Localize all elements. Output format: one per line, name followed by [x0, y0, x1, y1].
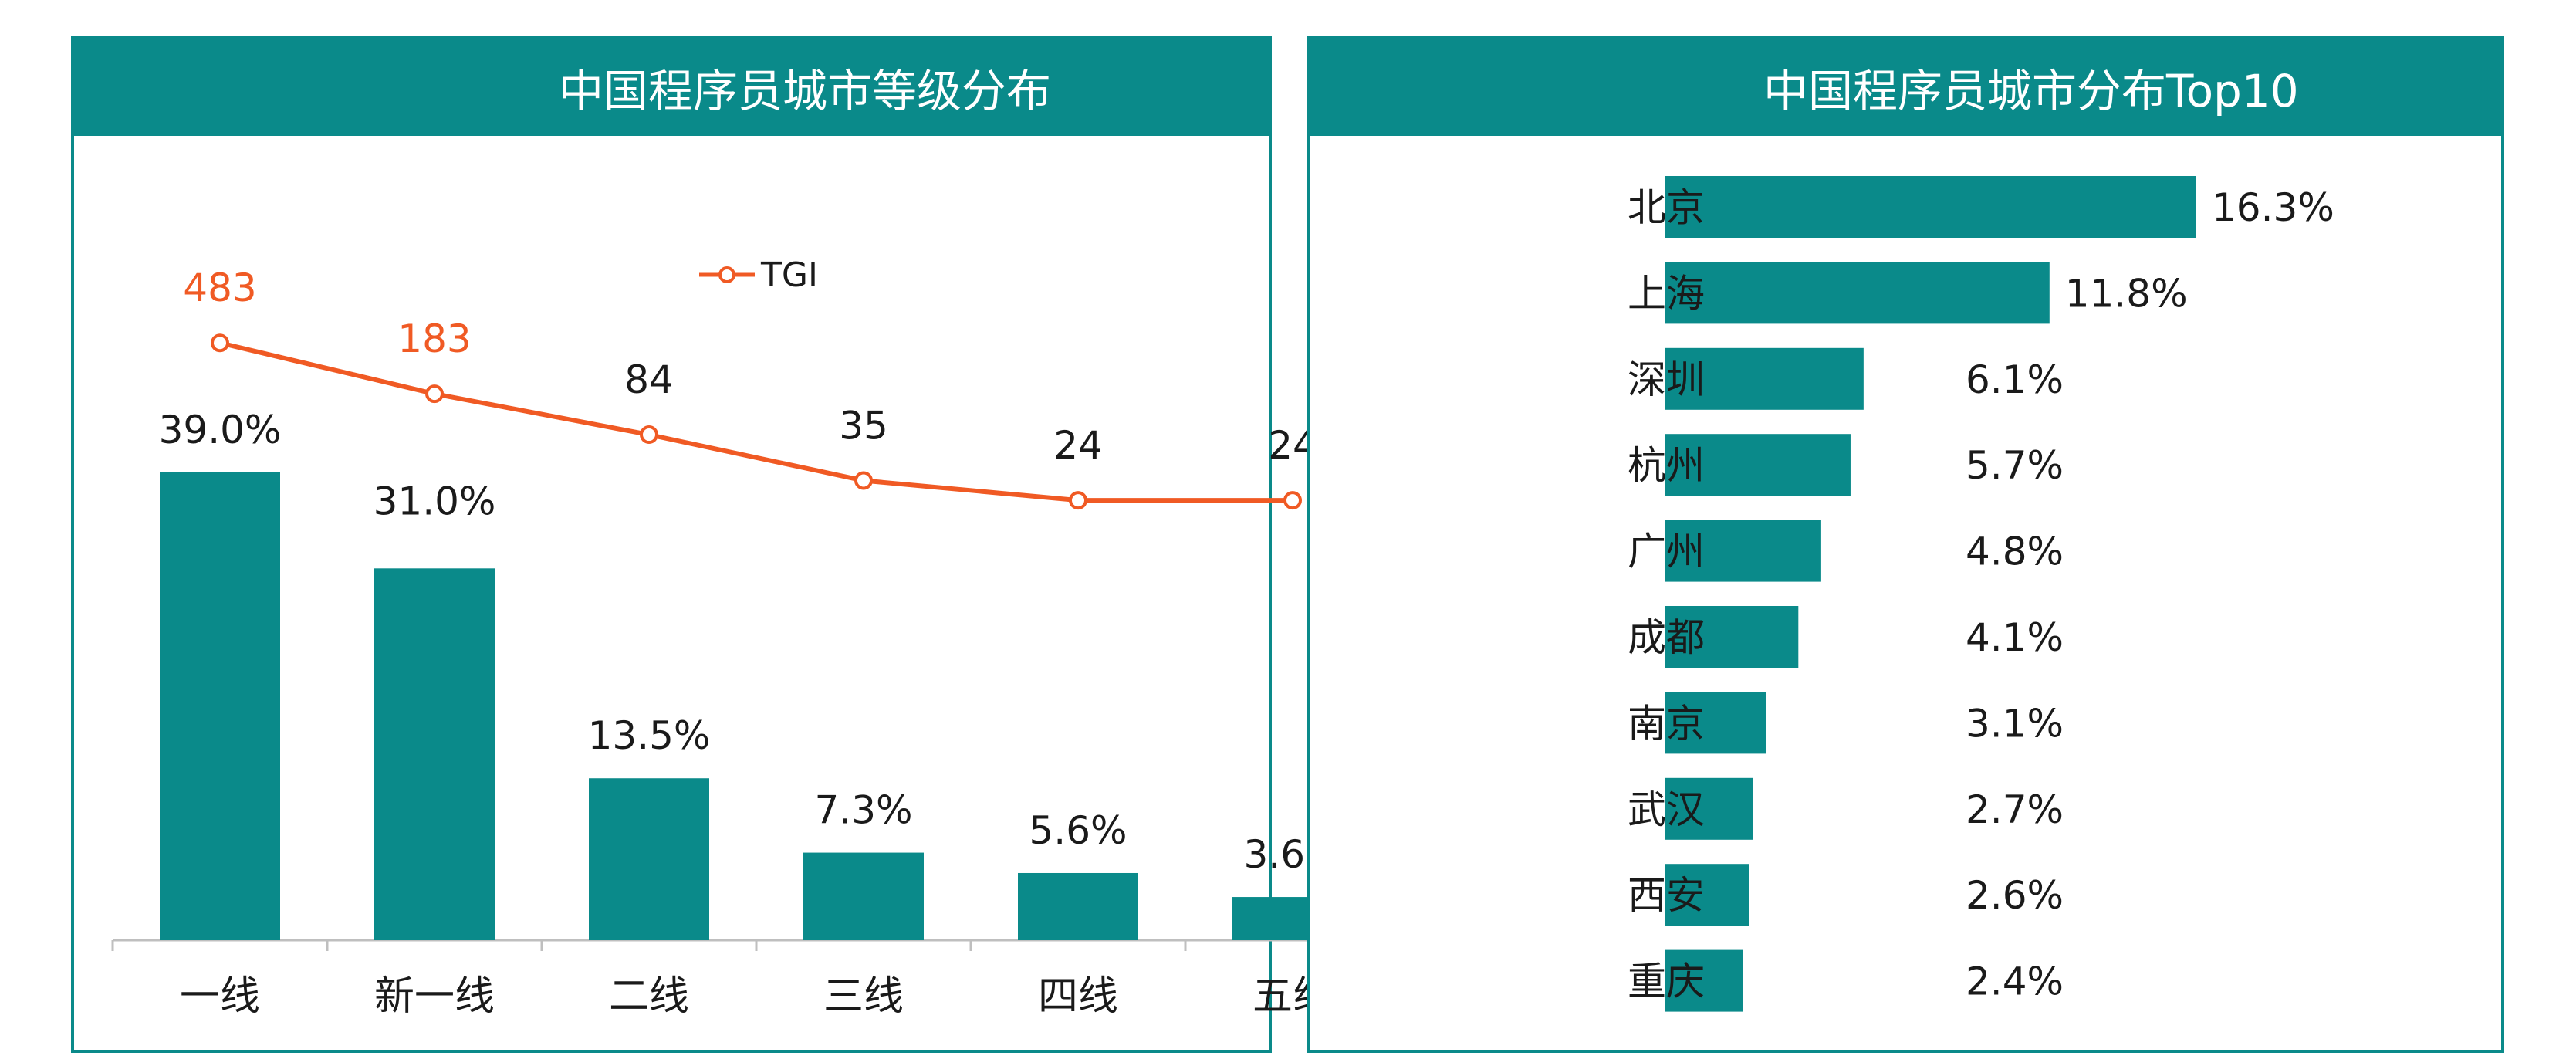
- bar-value-label: 39.0%: [159, 408, 282, 452]
- bar-value-label: 11.8%: [2065, 271, 2188, 316]
- y-tick-label: 上海: [1628, 271, 1705, 316]
- tgi-value-label: 35: [839, 404, 888, 448]
- y-tick-label: 武汉: [1628, 787, 1705, 832]
- bar-武汉: [1665, 777, 1753, 840]
- tgi-point: [1283, 491, 1302, 510]
- bar-西安: [1665, 864, 1749, 926]
- legend-tgi-label: TGI: [760, 256, 818, 295]
- y-tick-label: 杭州: [1628, 443, 1705, 488]
- bar-成都: [1665, 606, 1799, 668]
- bar-value-label: 2.4%: [1966, 960, 2064, 1004]
- x-tick-label: 新一线: [374, 973, 495, 1020]
- y-tick-label: 深圳: [1628, 357, 1705, 402]
- tgi-value-label: 24: [1053, 423, 1103, 468]
- tgi-value-label: 84: [624, 357, 674, 402]
- city-tier-panel: 中国程序员城市等级分布 TGI 39.0% 一线 31.0% 新一线 13.5% 二线 7.3…: [71, 36, 1401, 1053]
- top10-cities-panel: 中国程序员城市分布Top10 北京 16.3% 上海 11.8% 深圳 6.1% 杭州 5.7…: [1307, 36, 2504, 1053]
- tgi-value-label: 183: [397, 316, 471, 361]
- bar-上海: [1665, 262, 2050, 324]
- top10-cities-chart: 北京 16.3% 上海 11.8% 深圳 6.1% 杭州 5.7% 广州 4.8% 成都 4.1% 南京…: [1628, 176, 2334, 1012]
- y-tick-label: 成都: [1628, 615, 1705, 660]
- x-tick-label: 一线: [180, 973, 260, 1020]
- bar-四线: [1018, 872, 1138, 940]
- x-tick-label: 三线: [823, 973, 904, 1020]
- bar-新一线: [374, 568, 495, 940]
- top10-cities-title: 中国程序员城市分布Top10: [1310, 39, 2501, 136]
- tgi-point: [640, 425, 658, 445]
- bar-value-label: 5.6%: [1029, 808, 1127, 853]
- tgi-point: [425, 384, 444, 404]
- bar-广州: [1665, 520, 1821, 582]
- bar-南京: [1665, 692, 1766, 754]
- x-tick-label: 四线: [1038, 973, 1118, 1020]
- tgi-point: [1069, 491, 1087, 510]
- bar-value-label: 6.1%: [1966, 357, 2064, 402]
- bar-value-label: 4.1%: [1966, 615, 2064, 660]
- bar-value-label: 2.6%: [1966, 873, 2064, 918]
- bar-value-label: 31.0%: [374, 479, 496, 523]
- bar-value-label: 4.8%: [1966, 530, 2064, 574]
- bar-value-label: 13.5%: [588, 713, 711, 758]
- legend-tgi-marker: [718, 266, 735, 283]
- bar-深圳: [1665, 347, 1864, 410]
- tgi-value-label: 483: [183, 266, 256, 310]
- y-tick-label: 北京: [1628, 185, 1705, 230]
- bar-value-label: 3.1%: [1966, 701, 2064, 746]
- bar-杭州: [1665, 434, 1851, 496]
- bar-重庆: [1665, 949, 1743, 1012]
- y-tick-label: 南京: [1628, 701, 1705, 746]
- x-tick-label: 二线: [609, 973, 689, 1020]
- y-tick-label: 西安: [1628, 873, 1705, 918]
- y-tick-label: 重庆: [1628, 960, 1705, 1004]
- bar-value-label: 5.7%: [1966, 443, 2064, 488]
- y-tick-label: 广州: [1628, 530, 1705, 574]
- tgi-point: [854, 471, 873, 490]
- bar-一线: [160, 472, 280, 940]
- tgi-line: [219, 340, 1293, 503]
- bar-北京: [1665, 176, 2196, 238]
- tgi-point: [211, 333, 229, 353]
- bar-value-label: 7.3%: [814, 788, 912, 833]
- bar-三线: [803, 852, 924, 940]
- bar-二线: [589, 778, 709, 940]
- city-tier-title: 中国程序员城市等级分布: [74, 39, 1269, 136]
- bar-value-label: 16.3%: [2212, 185, 2334, 230]
- bar-value-label: 2.7%: [1966, 787, 2064, 832]
- city-tier-chart: TGI39.0%一线31.0%新一线13.5%二线7.3%三线5.6%四线3.6…: [111, 256, 1401, 1020]
